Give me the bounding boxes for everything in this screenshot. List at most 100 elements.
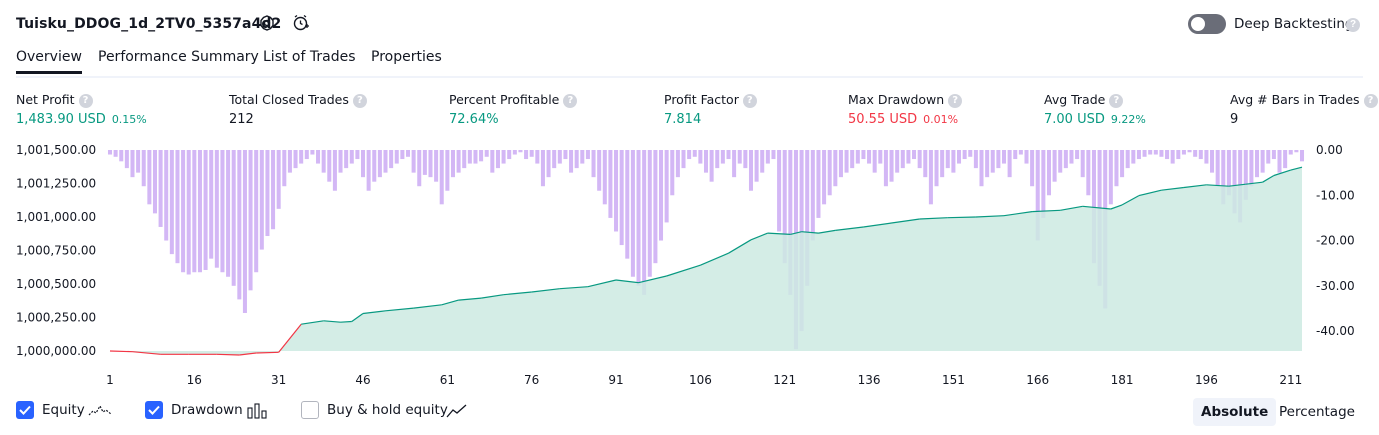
drawdown-bar [1058,150,1063,173]
drawdown-bar [1283,150,1288,169]
absolute-button[interactable]: Absolute [1193,398,1277,426]
equity-drawdown-chart[interactable]: 1,001,500.00 1,001,250.00 1,001,000.00 1,00… [0,138,1379,390]
x-axis-tick-label: 46 [355,373,370,387]
stat-value: 72.64% [449,111,499,127]
drawdown-bar [186,150,191,275]
drawdown-bar [642,150,647,295]
x-axis-tick-label: 31 [271,373,286,387]
drawdown-bar [220,150,225,273]
summary-stats: Net Profit ? 1,483.90 USD 0.15% Total Clo… [0,92,1379,132]
equity-checkbox[interactable] [16,401,34,419]
drawdown-bar [889,150,894,182]
drawdown-bar [855,150,860,164]
drawdown-bar [535,150,540,164]
equity-line-segment [362,310,386,315]
left-axis-tick-label: 1,001,000.00 [16,210,96,224]
drawdown-bar [895,150,900,173]
drawdown-bar [529,150,534,157]
equity-line-segment [801,231,819,234]
info-icon[interactable]: ? [563,93,578,108]
settings-icon[interactable] [258,14,276,32]
drawdown-bar [1136,150,1141,160]
tab-list-of-trades[interactable]: List of Trades [263,49,356,65]
deep-backtesting-toggle[interactable] [1188,14,1226,34]
drawdown-bar [507,150,512,160]
info-icon[interactable]: ? [352,93,367,108]
drawdown-bar [1125,150,1130,169]
equity-line-segment [413,304,442,309]
buy-hold-checkbox[interactable] [301,401,319,419]
equity-line-segment [481,294,504,299]
drawdown-bar [226,150,231,277]
percentage-button[interactable]: Percentage [1279,404,1355,420]
drawdown-bar [1266,150,1271,164]
equity-area [110,167,1302,355]
tab-properties[interactable]: Properties [371,49,442,65]
equity-line-segment [1082,205,1111,210]
alarm-add-icon[interactable] [292,14,310,32]
drawdown-bar [647,150,652,277]
drawdown-bar [1299,150,1305,162]
equity-line-segment [587,279,617,288]
drawdown-bar [445,150,450,191]
drawdown-bar [417,150,422,187]
equity-line-segment [132,351,161,355]
drawdown-bar [760,150,765,173]
drawdown-bar [928,150,933,205]
drawdown-bar [271,150,276,230]
toggle-knob [1191,17,1205,31]
equity-line-segment [891,218,920,224]
drawdown-checkbox[interactable] [145,401,163,419]
stat-label: Avg Trade ? [1044,92,1146,108]
drawdown-bar [670,150,675,196]
info-icon[interactable]: ? [948,93,963,108]
drawdown-bar [1181,150,1186,155]
stat-value: 7.814 [664,111,702,127]
drawdown-bar [1294,150,1299,153]
drawdown-bar [192,150,197,273]
stat-net-profit: Net Profit ? 1,483.90 USD 0.15% [16,92,147,127]
drawdown-bar [152,150,157,214]
drawdown-bar [557,150,562,164]
drawdown-bar [1271,150,1276,160]
drawdown-bar [816,150,821,218]
drawdown-bar [664,150,669,223]
drawdown-bar [484,150,489,157]
drawdown-bar [692,150,697,157]
drawdown-bar [957,150,962,164]
drawdown-bar [136,150,141,173]
drawdown-bar [574,150,579,169]
drawdown-bar [951,150,956,173]
tab-overview[interactable]: Overview [16,49,82,74]
equity-line-segment [301,320,324,325]
drawdown-bar [394,150,399,164]
info-icon[interactable]: ? [742,93,757,108]
equity-line-segment [109,350,133,353]
drawdown-bar [591,150,596,178]
drawdown-bar [524,150,529,160]
drawdown-bar [1131,150,1136,164]
equity-line-segment [835,226,864,231]
drawdown-bar [833,150,838,187]
drawdown-bar [130,150,135,178]
drawdown-bar [1159,150,1164,157]
drawdown-bar [698,150,703,164]
stat-avg-trade: Avg Trade ? 7.00 USD 9.22% [1044,92,1146,127]
drawdown-bar [209,150,214,259]
drawdown-bar [1260,150,1265,173]
help-icon[interactable]: ? [1346,18,1360,32]
drawdown-bar [450,150,455,178]
info-icon[interactable]: ? [78,93,93,108]
drawdown-bar [1075,150,1080,160]
tab-performance-summary[interactable]: Performance Summary [98,49,259,65]
drawdown-bar [175,150,180,264]
info-icon[interactable]: ? [1363,93,1378,108]
drawdown-bar [715,150,720,169]
drawdown-bar [990,150,995,173]
equity-line-segment [1273,169,1291,177]
equity-line-segment [638,275,667,284]
drawdown-bar [299,150,304,164]
drawdown-bar [1086,150,1091,196]
equity-line-segment [278,323,302,353]
info-icon[interactable]: ? [1109,93,1124,108]
